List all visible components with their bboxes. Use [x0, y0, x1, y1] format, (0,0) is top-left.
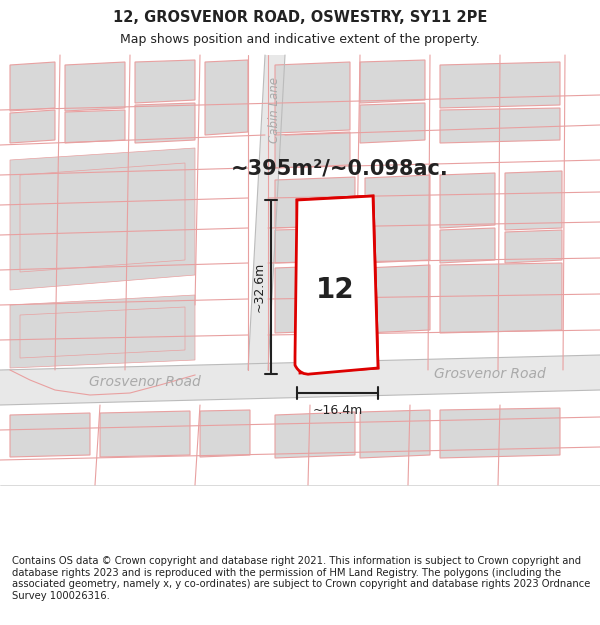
Text: ~32.6m: ~32.6m	[253, 262, 265, 312]
Polygon shape	[20, 307, 185, 358]
Polygon shape	[65, 62, 125, 111]
Polygon shape	[365, 175, 430, 263]
Text: Map shows position and indicative extent of the property.: Map shows position and indicative extent…	[120, 34, 480, 46]
Polygon shape	[100, 411, 190, 457]
Polygon shape	[135, 60, 195, 103]
Polygon shape	[275, 132, 350, 168]
Polygon shape	[20, 163, 185, 272]
Polygon shape	[248, 55, 285, 370]
Polygon shape	[0, 355, 600, 405]
Polygon shape	[65, 110, 125, 143]
Polygon shape	[505, 230, 562, 263]
Text: Cabin Lane: Cabin Lane	[268, 77, 281, 143]
Polygon shape	[10, 62, 55, 111]
Polygon shape	[275, 62, 350, 133]
Polygon shape	[275, 228, 355, 263]
Polygon shape	[360, 410, 430, 458]
Text: 12, GROSVENOR ROAD, OSWESTRY, SY11 2PE: 12, GROSVENOR ROAD, OSWESTRY, SY11 2PE	[113, 11, 487, 26]
Polygon shape	[440, 62, 560, 108]
Polygon shape	[440, 263, 562, 333]
Polygon shape	[275, 412, 355, 458]
Polygon shape	[440, 108, 560, 143]
Polygon shape	[440, 408, 560, 458]
Text: Grosvenor Road: Grosvenor Road	[434, 367, 546, 381]
Bar	[0, 55, 600, 485]
Text: Grosvenor Road: Grosvenor Road	[89, 375, 201, 389]
Polygon shape	[10, 110, 55, 143]
PathPatch shape	[295, 196, 378, 374]
Polygon shape	[275, 265, 355, 333]
Polygon shape	[10, 413, 90, 457]
Polygon shape	[440, 228, 495, 263]
Text: 12: 12	[316, 276, 355, 304]
Polygon shape	[200, 410, 250, 457]
Polygon shape	[297, 196, 378, 373]
Polygon shape	[10, 295, 195, 368]
Text: Contains OS data © Crown copyright and database right 2021. This information is : Contains OS data © Crown copyright and d…	[12, 556, 590, 601]
Polygon shape	[10, 148, 195, 290]
Text: ~16.4m: ~16.4m	[313, 404, 362, 418]
Polygon shape	[365, 265, 430, 333]
Polygon shape	[275, 177, 355, 228]
Text: ~395m²/~0.098ac.: ~395m²/~0.098ac.	[231, 158, 449, 178]
Polygon shape	[360, 60, 425, 103]
Polygon shape	[505, 171, 562, 230]
Polygon shape	[360, 103, 425, 143]
Polygon shape	[440, 173, 495, 228]
Polygon shape	[205, 60, 248, 135]
Polygon shape	[135, 103, 195, 143]
